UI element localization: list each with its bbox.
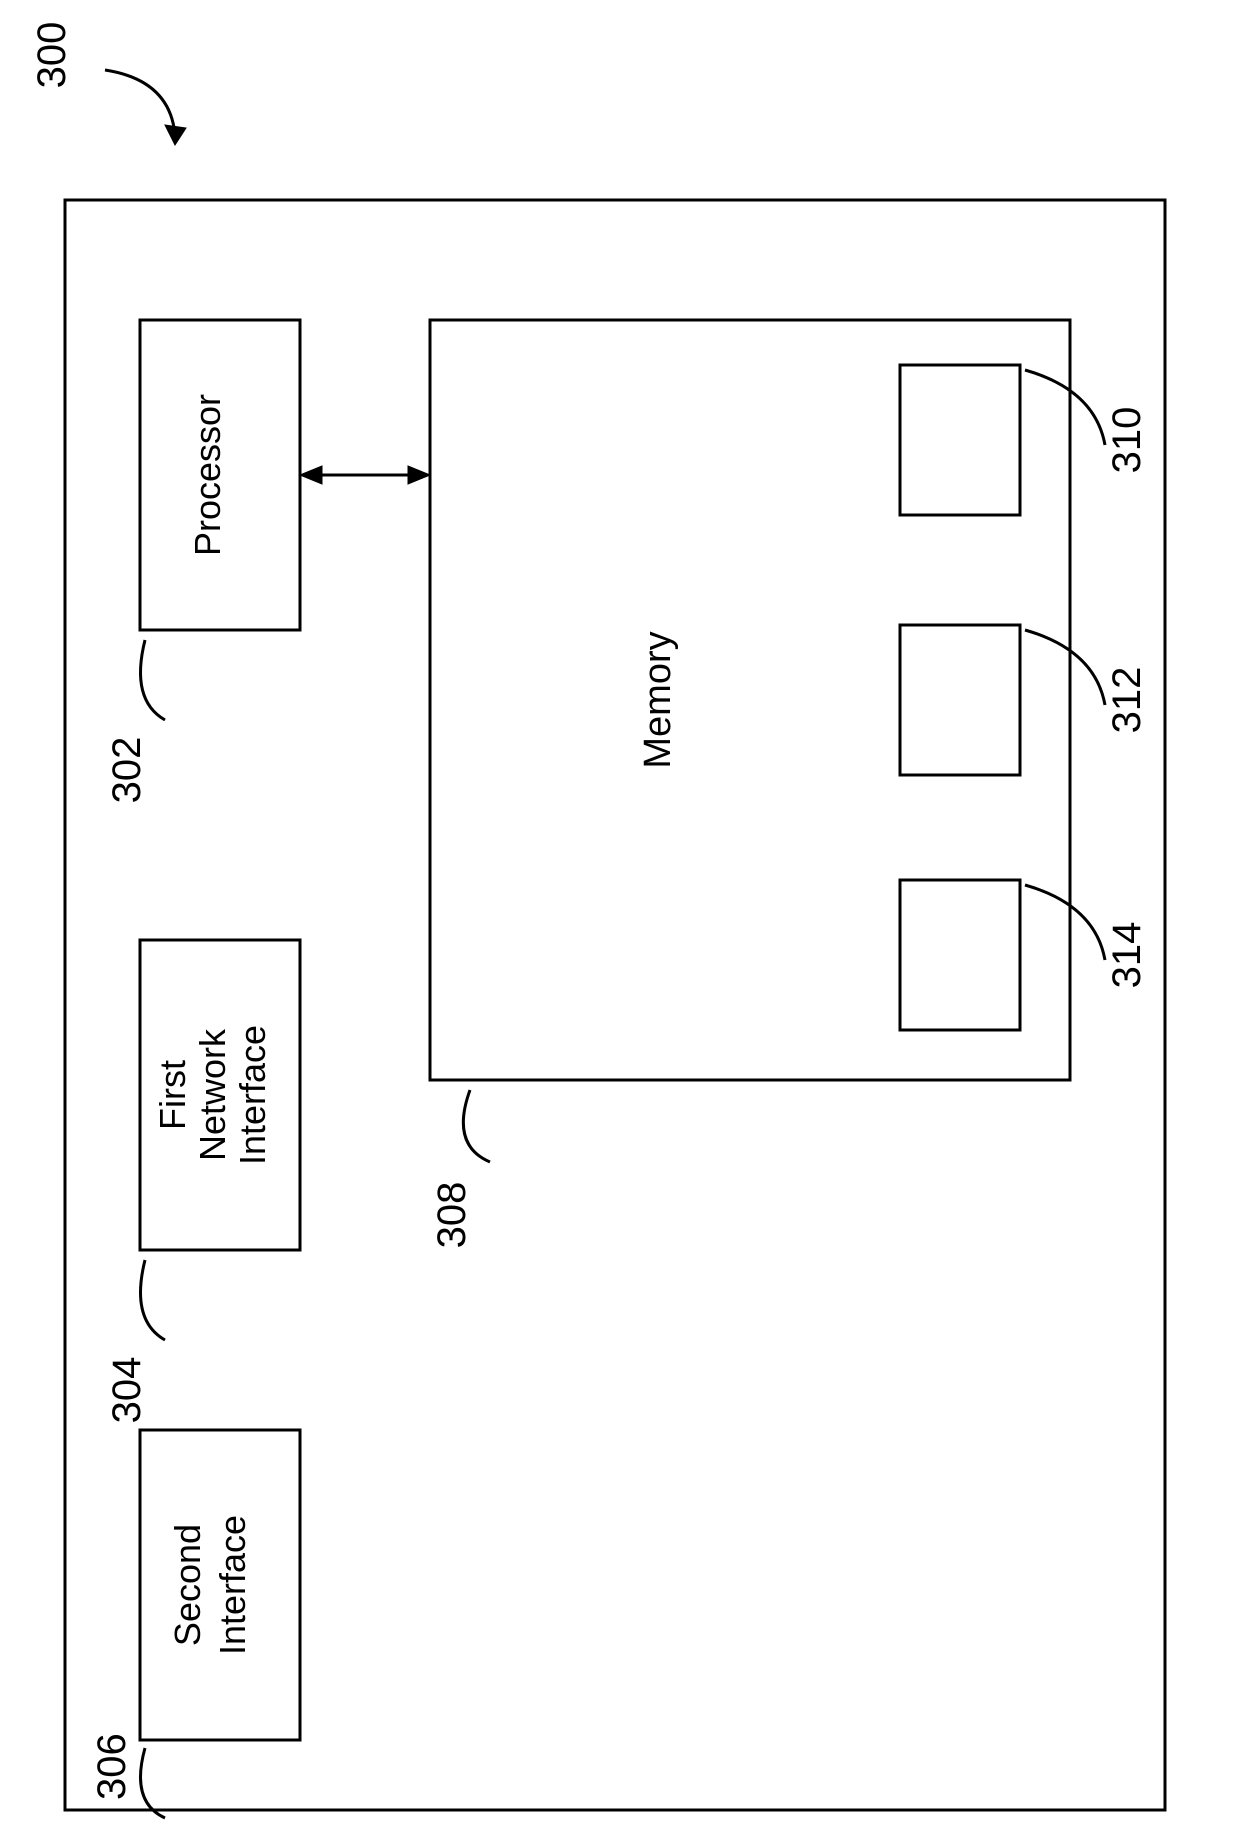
first-interface-line2: Network [192,1028,233,1161]
ref-306-label: 306 [90,1733,134,1800]
module-312-box [900,625,1020,775]
memory-label: Memory [637,631,679,768]
second-interface-line2: Interface [212,1515,253,1655]
module-314-box [900,880,1020,1030]
processor-label: Processor [187,394,228,556]
ref-300-arrowhead [165,125,186,145]
ref-304-label: 304 [105,1357,149,1424]
module-310-box [900,365,1020,515]
first-interface-line1: First [152,1060,193,1130]
ref-302-label: 302 [105,737,149,804]
ref-300-group: 300 [30,22,186,145]
ref-314-label: 314 [1105,922,1149,989]
ref-308-label: 308 [430,1182,474,1249]
ref-300-label: 300 [30,22,74,89]
first-interface-line3: Interface [232,1025,273,1165]
ref-312-label: 312 [1105,667,1149,734]
ref-300-arrow [105,70,175,135]
block-diagram: 300 Processor 302 First Network Interfac… [0,0,1240,1841]
second-interface-line1: Second [167,1524,208,1646]
ref-310-label: 310 [1105,407,1149,474]
